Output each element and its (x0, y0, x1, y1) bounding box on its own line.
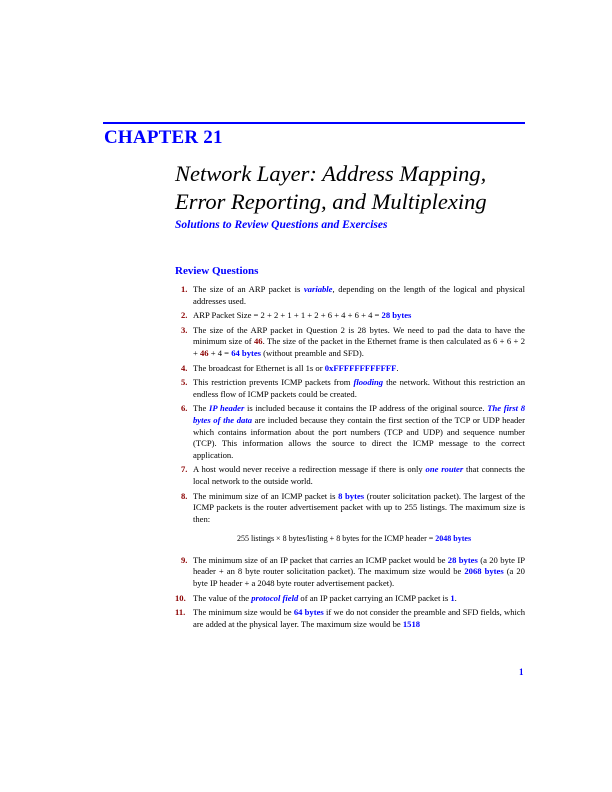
highlight-ip-header: IP header (209, 403, 245, 414)
highlight-variable: variable (303, 284, 333, 294)
list-item: 8. The minimum size of an ICMP packet is… (181, 490, 526, 544)
item-number: 11. (175, 607, 186, 618)
item-number: 10. (175, 592, 186, 603)
item-number: 7. (181, 464, 188, 475)
item-number: 4. (181, 362, 188, 373)
highlight-first-8-bytes: The first 8 bytes of the data (193, 403, 525, 425)
highlight-1518: 1518 (402, 618, 421, 629)
chapter-title: Network Layer: Address Mapping, Error Re… (175, 160, 487, 216)
item-number: 8. (181, 490, 188, 501)
highlight-flooding: flooding (353, 377, 384, 388)
list-item: 6. The IP header is included because it … (181, 403, 525, 460)
item-number: 2. (181, 310, 188, 321)
highlight-46: 46 (253, 336, 263, 347)
chapter-label: CHAPTER 21 (104, 127, 223, 148)
chapter-subtitle: Solutions to Review Questions and Exerci… (175, 219, 388, 231)
highlight-64-bytes: 64 bytes (231, 347, 262, 358)
item-number: 9. (181, 554, 188, 565)
item-number: 6. (181, 403, 188, 414)
chapter-title-line-2: Error Reporting, and Multiplexing (175, 189, 487, 214)
highlight-28-bytes: 28 bytes (381, 310, 412, 321)
item-number: 3. (181, 324, 188, 335)
highlight-protocol-field: protocol field (251, 592, 299, 603)
item-number: 1. (181, 284, 188, 294)
page-number: 1 (519, 667, 524, 677)
highlight-broadcast-address: 0xFFFFFFFFFFFF (324, 362, 397, 373)
list-item: 3. The size of the ARP packet in Questio… (181, 324, 525, 358)
formula: 255 listings × 8 bytes/listing + 8 bytes… (236, 534, 472, 544)
list-item: 1. The size of an ARP packet is variable… (181, 284, 525, 306)
highlight-28-bytes: 28 bytes (447, 554, 478, 565)
list-item: 5. This restriction prevents ICMP packet… (181, 377, 526, 399)
highlight-46: 46 (200, 347, 209, 358)
list-item: 4. The broadcast for Ethernet is all 1s … (181, 362, 399, 373)
list-item: 7. A host would never receive a redirect… (181, 464, 525, 486)
list-item: 9. The minimum size of an IP packet that… (181, 554, 525, 589)
list-item: 2. ARP Packet Size = 2 + 2 + 1 + 1 + 2 +… (181, 310, 412, 321)
chapter-rule (103, 122, 525, 124)
highlight-2068-bytes: 2068 bytes (464, 566, 504, 577)
list-item: 10. The value of the protocol field of a… (175, 592, 457, 603)
list-item: 11. The minimum size would be 64 bytes i… (175, 607, 526, 629)
highlight-value-1: 1 (450, 592, 455, 603)
highlight-one-router: one router (425, 464, 464, 475)
section-heading: Review Questions (175, 265, 259, 277)
highlight-8-bytes: 8 bytes (338, 490, 365, 501)
review-questions-list: 1. The size of an ARP packet is variable… (175, 284, 525, 633)
chapter-title-line-1: Network Layer: Address Mapping, (175, 161, 487, 186)
highlight-64-bytes: 64 bytes (293, 607, 324, 618)
item-number: 5. (181, 377, 188, 388)
highlight-2048-bytes: 2048 bytes (435, 534, 472, 544)
